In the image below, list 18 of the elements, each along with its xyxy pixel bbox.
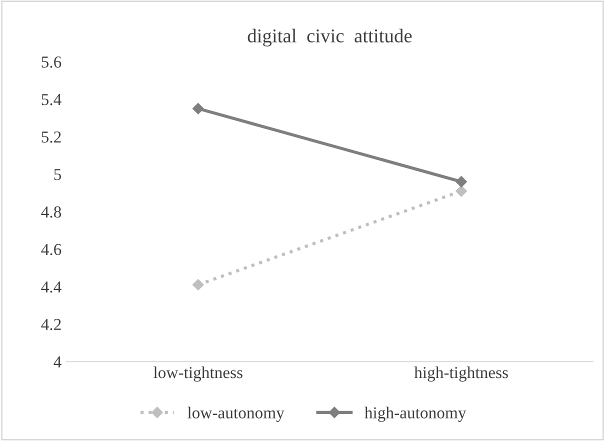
y-tick-label: 4.8	[41, 206, 62, 218]
y-tick-label: 5.2	[42, 131, 61, 143]
point	[456, 176, 467, 188]
y-tick-label: 5	[54, 169, 62, 180]
y-tick-label: 5.4	[42, 94, 62, 106]
chart-title: digital civic attitude	[248, 28, 412, 46]
y-tick-label: 4.4	[41, 281, 62, 293]
legend-label: low-autonomy	[188, 406, 284, 422]
point	[456, 185, 467, 197]
y-tick-label: 5.6	[42, 56, 62, 68]
x-tick-label: low-tightness	[154, 366, 242, 382]
x-tick-label: high-tightness	[414, 366, 508, 382]
y-tick-label: 4.6	[41, 244, 62, 256]
point	[192, 279, 204, 290]
y-tick-label: 4	[54, 356, 62, 368]
y-tick-label: 4.2	[41, 318, 61, 330]
point	[192, 102, 204, 114]
legend-label: high-autonomy	[364, 406, 466, 422]
